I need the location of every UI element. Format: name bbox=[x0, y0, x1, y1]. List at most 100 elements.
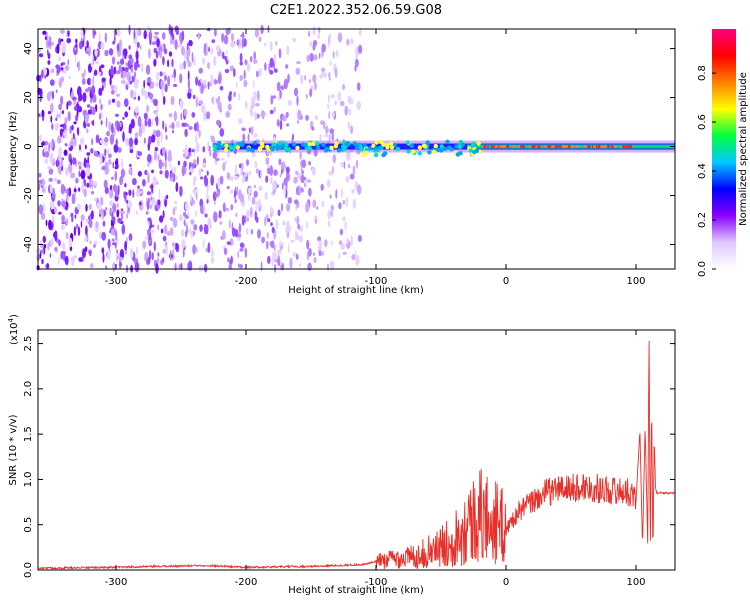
noise-speck bbox=[119, 121, 122, 128]
noise-speck bbox=[62, 242, 66, 251]
noise-speck bbox=[91, 106, 96, 116]
noise-speck bbox=[102, 252, 105, 263]
noise-speck bbox=[322, 250, 324, 257]
noise-speck bbox=[75, 38, 78, 44]
noise-speck bbox=[60, 62, 63, 67]
noise-speck bbox=[190, 199, 196, 205]
noise-speck bbox=[250, 97, 254, 108]
noise-speck bbox=[183, 160, 187, 168]
noise-speck bbox=[278, 48, 282, 59]
noise-speck bbox=[80, 220, 83, 228]
noise-speck bbox=[327, 220, 331, 228]
noise-speck bbox=[314, 82, 317, 91]
noise-speck bbox=[72, 157, 77, 165]
noise-speck bbox=[162, 120, 165, 130]
noise-speck bbox=[90, 62, 94, 68]
noise-speck bbox=[76, 203, 81, 210]
noise-speck bbox=[311, 166, 316, 176]
noise-speck bbox=[147, 217, 152, 222]
noise-speck bbox=[295, 67, 301, 75]
noise-speck bbox=[157, 136, 160, 147]
noise-speck bbox=[218, 210, 221, 219]
noise-speck bbox=[312, 252, 316, 257]
noise-speck bbox=[324, 239, 328, 248]
noise-speck bbox=[124, 240, 127, 252]
noise-speck bbox=[187, 61, 192, 68]
signal-blob bbox=[449, 146, 454, 152]
noise-speck bbox=[70, 158, 73, 166]
noise-speck bbox=[328, 33, 331, 40]
noise-speck bbox=[266, 214, 269, 220]
noise-speck bbox=[328, 37, 330, 49]
noise-speck bbox=[78, 165, 82, 170]
noise-speck bbox=[267, 218, 271, 223]
noise-speck bbox=[332, 50, 335, 59]
signal-peak bbox=[555, 145, 559, 149]
noise-speck bbox=[75, 43, 78, 49]
noise-speck bbox=[101, 77, 106, 82]
colorbar-tick-label: 0.2 bbox=[697, 212, 708, 228]
noise-speck bbox=[90, 263, 94, 269]
noise-speck bbox=[306, 179, 312, 183]
noise-speck bbox=[128, 189, 132, 196]
noise-speck bbox=[235, 81, 238, 89]
noise-speck bbox=[125, 137, 130, 146]
noise-speck bbox=[272, 95, 277, 99]
noise-speck bbox=[133, 71, 136, 78]
signal-blob bbox=[385, 144, 390, 150]
noise-speck bbox=[277, 249, 282, 256]
noise-speck bbox=[104, 49, 109, 57]
noise-speck bbox=[233, 91, 236, 98]
noise-speck bbox=[304, 74, 307, 81]
noise-speck bbox=[47, 165, 52, 170]
noise-speck bbox=[272, 187, 276, 195]
noise-speck bbox=[44, 36, 48, 40]
signal-blob bbox=[433, 143, 438, 149]
noise-speck bbox=[202, 205, 205, 215]
noise-speck bbox=[169, 227, 174, 236]
noise-speck bbox=[249, 206, 253, 218]
noise-speck bbox=[265, 175, 269, 183]
spectrogram-noise bbox=[36, 24, 363, 274]
noise-speck bbox=[221, 157, 225, 161]
noise-speck bbox=[136, 190, 140, 198]
x-tick-label: -200 bbox=[235, 577, 258, 588]
noise-speck bbox=[74, 214, 77, 219]
noise-speck bbox=[235, 186, 239, 192]
noise-speck bbox=[167, 230, 171, 236]
noise-speck bbox=[72, 96, 77, 101]
noise-speck bbox=[70, 212, 74, 218]
noise-speck bbox=[157, 199, 161, 206]
noise-speck bbox=[195, 76, 199, 86]
noise-speck bbox=[55, 117, 58, 121]
noise-speck bbox=[210, 73, 214, 84]
noise-speck bbox=[173, 110, 177, 122]
noise-speck bbox=[337, 32, 343, 43]
signal-peak bbox=[622, 145, 626, 149]
noise-speck bbox=[241, 37, 244, 49]
signal-blob bbox=[321, 142, 326, 147]
noise-speck bbox=[172, 217, 178, 228]
noise-speck bbox=[190, 219, 194, 225]
noise-speck bbox=[217, 177, 221, 189]
noise-speck bbox=[273, 169, 278, 177]
noise-speck bbox=[327, 94, 330, 104]
noise-speck bbox=[159, 50, 162, 59]
noise-speck bbox=[271, 257, 274, 267]
noise-speck bbox=[235, 212, 238, 218]
noise-speck bbox=[68, 163, 73, 174]
noise-speck bbox=[148, 48, 151, 59]
noise-speck bbox=[309, 52, 314, 62]
noise-speck bbox=[104, 137, 109, 143]
signal-peak bbox=[500, 145, 504, 149]
noise-speck bbox=[203, 263, 208, 273]
noise-speck bbox=[171, 122, 175, 130]
noise-speck bbox=[102, 220, 106, 227]
noise-speck bbox=[134, 106, 140, 114]
signal-blob bbox=[259, 141, 264, 146]
signal-peak bbox=[546, 145, 550, 149]
noise-speck bbox=[59, 128, 63, 138]
noise-speck bbox=[152, 176, 157, 186]
noise-speck bbox=[313, 256, 317, 264]
noise-speck bbox=[273, 53, 277, 64]
